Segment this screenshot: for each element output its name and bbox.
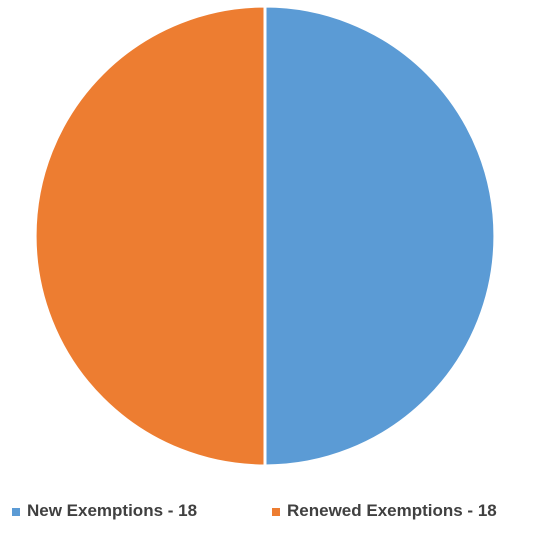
pie-slices (33, 4, 497, 468)
legend-label-1: New Exemptions - 18 (27, 501, 197, 520)
pie-slice-2 (33, 4, 267, 468)
legend-item-1: New Exemptions - 18 (12, 501, 197, 520)
chart-legend: New Exemptions - 18 Renewed Exemptions - … (12, 501, 497, 520)
pie-slice-1 (263, 4, 497, 468)
legend-item-2: Renewed Exemptions - 18 (272, 501, 497, 520)
legend-swatch-1 (12, 508, 20, 516)
legend-swatch-2 (272, 508, 280, 516)
legend-label-2: Renewed Exemptions - 18 (287, 501, 497, 520)
